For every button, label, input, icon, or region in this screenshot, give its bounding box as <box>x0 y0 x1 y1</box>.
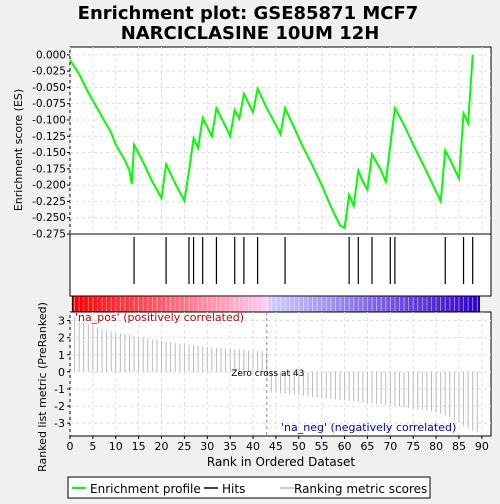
legend-enrichment-label: Enrichment profile <box>90 482 201 496</box>
rank-x-tick-label: 80 <box>429 440 443 453</box>
enrichment-profile-line <box>69 54 474 230</box>
rank-panel-y-axis: 3 2 1 0 -1 -2 -3 <box>54 315 70 430</box>
legend-hits-label: Hits <box>222 482 245 496</box>
chart-title-line2: NARCICLASINE 10UM 12H <box>121 23 380 44</box>
rank-x-axis-label: Rank in Ordered Dataset <box>207 455 355 469</box>
es-y-tick-label: -0.200 <box>32 180 66 192</box>
pos-correlated-label: 'na_pos' (positively correlated) <box>75 311 244 324</box>
es-panel-y-axis: 0.000 -0.025 -0.050 -0.075 -0.100 -0.125 -0.15… <box>32 49 70 241</box>
es-y-tick-label: -0.100 <box>32 114 66 126</box>
rank-x-tick-label: 10 <box>109 440 123 453</box>
es-panel-grid <box>69 47 491 235</box>
es-y-tick-label: 0.000 <box>36 49 66 61</box>
rank-x-tick-label: 60 <box>338 440 352 453</box>
legend-ranking-label: Ranking metric scores <box>294 482 427 496</box>
rank-x-tick-label: 45 <box>269 440 283 453</box>
rank-y-axis-label: Ranked list metric (PreRanked) <box>36 302 49 472</box>
es-y-tick-label: -0.225 <box>32 196 66 208</box>
neg-correlated-label: 'na_neg' (negatively correlated) <box>281 421 456 434</box>
rank-x-tick-label: 20 <box>155 440 169 453</box>
rank-x-tick-label: 35 <box>223 440 237 453</box>
hits-panel-frame <box>69 233 492 297</box>
rank-x-tick-label: 70 <box>383 440 397 453</box>
rank-x-tick-label: 25 <box>177 440 191 453</box>
rank-x-tick-label: 0 <box>67 440 74 453</box>
rank-x-tick-label: 55 <box>315 440 329 453</box>
es-y-tick-label: -0.075 <box>32 98 66 110</box>
rank-x-tick-label: 90 <box>475 440 489 453</box>
legend-box <box>67 476 431 499</box>
rank-y-tick-label: -1 <box>54 383 65 396</box>
rank-x-tick-label: 50 <box>292 440 306 453</box>
es-y-tick-label: -0.125 <box>32 131 66 143</box>
chart-title-line1: Enrichment plot: GSE85871 MCF7 <box>78 3 419 24</box>
rank-y-tick-label: 3 <box>58 315 65 328</box>
rank-x-tick-label: 40 <box>246 440 260 453</box>
rank-x-tick-label: 5 <box>89 440 96 453</box>
es-y-tick-label: -0.050 <box>32 82 66 94</box>
rank-panel-x-axis: 0 5 10 15 20 25 30 35 40 45 50 55 60 65 70 75 80 85 90 <box>67 436 489 453</box>
es-y-axis-label: Enrichment score (ES) <box>12 89 25 211</box>
es-y-tick-label: -0.175 <box>32 163 66 175</box>
ranking-metric-bars <box>74 317 478 433</box>
es-y-tick-label: -0.025 <box>32 66 66 78</box>
rank-x-tick-label: 30 <box>200 440 214 453</box>
rank-x-tick-label: 75 <box>406 440 420 453</box>
ranking-heatmap-bar <box>71 295 480 313</box>
es-panel-frame <box>69 46 492 235</box>
zero-cross-label: Zero cross at 43 <box>231 369 304 379</box>
rank-x-tick-label: 65 <box>360 440 374 453</box>
hit-markers <box>133 237 474 284</box>
rank-y-tick-label: 0 <box>58 366 65 379</box>
rank-y-tick-label: 1 <box>58 349 65 362</box>
rank-x-tick-label: 15 <box>132 440 146 453</box>
rank-x-tick-label: 85 <box>452 440 466 453</box>
es-y-tick-label: -0.275 <box>32 229 66 241</box>
es-y-tick-label: -0.250 <box>32 212 66 224</box>
rank-y-tick-label: -2 <box>54 400 65 413</box>
rank-y-tick-label: -3 <box>54 417 65 430</box>
es-y-tick-label: -0.150 <box>32 147 66 159</box>
rank-y-tick-label: 2 <box>58 332 65 345</box>
